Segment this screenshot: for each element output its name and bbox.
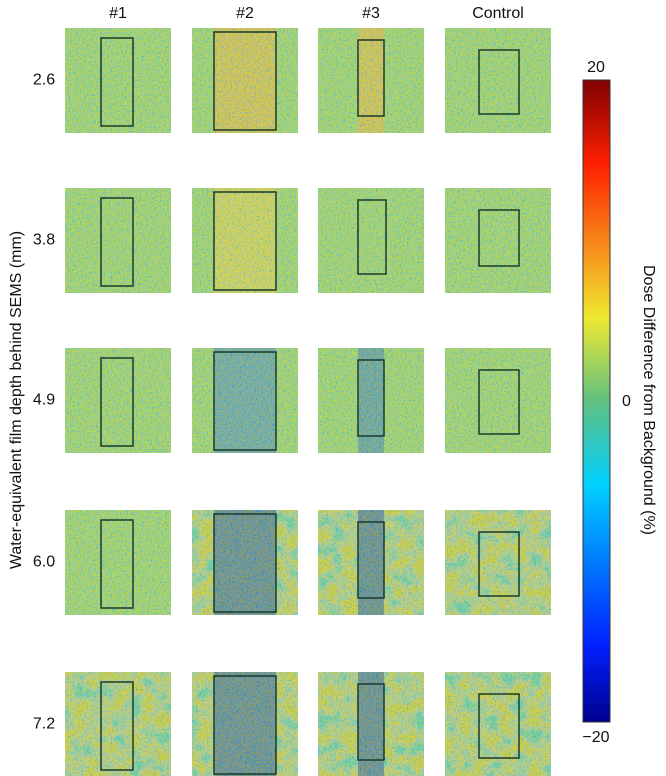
roi-box (100, 357, 134, 447)
film-noise (318, 28, 424, 133)
film-noise (65, 672, 171, 776)
film-noise (65, 510, 171, 615)
roi-box (213, 31, 277, 131)
colorbar (582, 79, 611, 723)
film-noise (192, 188, 298, 293)
roi-box (213, 513, 277, 613)
roi-box (357, 521, 385, 599)
film-noise (192, 510, 298, 615)
row-label: 4.9 (33, 392, 55, 409)
roi-box (100, 519, 134, 609)
row-label: 6.0 (33, 554, 55, 571)
roi-box (213, 191, 277, 291)
colorbar-tick: 20 (587, 59, 605, 76)
film-noise (192, 672, 298, 776)
roi-box (478, 531, 520, 597)
column-header: Control (472, 5, 524, 22)
roi-box (478, 693, 520, 759)
roi-box (100, 681, 134, 771)
film-noise (318, 510, 424, 615)
colorbar-tick: 0 (622, 393, 631, 410)
film-noise (445, 672, 551, 776)
roi-box (213, 351, 277, 451)
roi-box (357, 199, 387, 275)
row-label: 7.2 (33, 716, 55, 733)
film-noise (318, 348, 424, 453)
film-noise (65, 28, 171, 133)
film-noise (445, 28, 551, 133)
colorbar-label: Dose Difference from Background (%) (640, 265, 657, 535)
film-noise (445, 188, 551, 293)
row-label: 3.8 (33, 232, 55, 249)
roi-box (357, 39, 385, 117)
film-noise (318, 672, 424, 776)
roi-box (478, 209, 520, 267)
film-noise (192, 348, 298, 453)
film-noise (65, 348, 171, 453)
roi-box (478, 369, 520, 435)
roi-box (100, 37, 134, 127)
roi-box (357, 683, 385, 761)
roi-box (100, 197, 134, 287)
colorbar-tick: −20 (582, 729, 609, 746)
roi-box (478, 49, 520, 115)
film-noise (318, 188, 424, 293)
column-header: #2 (236, 5, 254, 22)
column-header: #3 (362, 5, 380, 22)
roi-box (213, 675, 277, 775)
roi-box (357, 359, 385, 437)
film-noise (192, 28, 298, 133)
y-label: Water-equivalent film depth behind SEMS … (8, 231, 25, 569)
row-label: 2.6 (33, 72, 55, 89)
film-noise (445, 348, 551, 453)
film-noise (65, 188, 171, 293)
column-header: #1 (109, 5, 127, 22)
film-noise (445, 510, 551, 615)
